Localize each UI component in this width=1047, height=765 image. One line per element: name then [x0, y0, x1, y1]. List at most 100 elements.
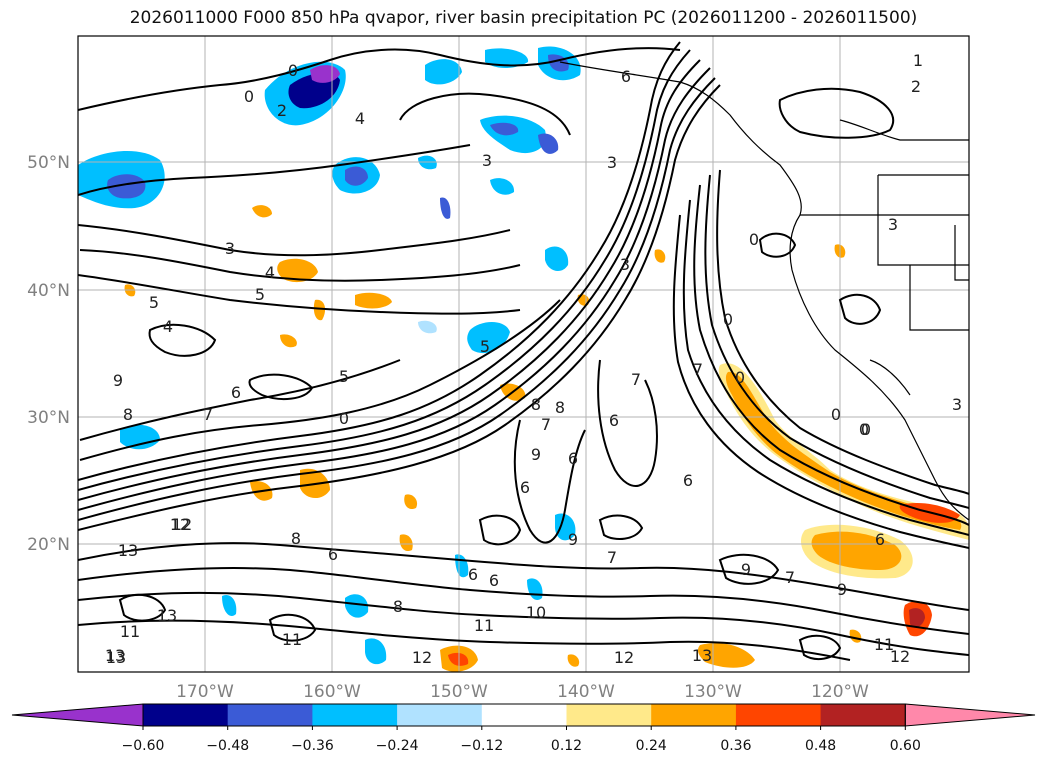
colorbar-tick-label: 0.48	[805, 738, 836, 754]
contour-label: 13	[106, 648, 126, 667]
contour-label: 7	[541, 415, 551, 434]
contour-label: 0	[288, 61, 298, 80]
colorbar-tick-label: −0.60	[122, 738, 165, 754]
contour-label: 6	[468, 565, 478, 584]
colorbar-tick-label: −0.24	[376, 738, 419, 754]
colorbar-segment	[735, 704, 822, 726]
contour-label: 4	[265, 263, 275, 282]
colorbar-segment	[566, 704, 652, 726]
colorbar-tick-label: 0.60	[890, 738, 921, 754]
lat-label: 30°N	[27, 408, 70, 428]
contour-label: 0	[831, 405, 841, 424]
colorbar-tick-label: 0.24	[636, 738, 667, 754]
colorbar-extend-left	[11, 703, 144, 727]
contour-label: 3	[888, 215, 898, 234]
lon-label: 150°W	[430, 682, 488, 702]
contour-label: 8	[123, 405, 133, 424]
lat-label: 40°N	[27, 281, 70, 301]
contour-label: 3	[620, 255, 630, 274]
contour-label: 6	[609, 411, 619, 430]
contour-label: 13	[692, 646, 712, 665]
lon-label: 140°W	[557, 682, 615, 702]
colorbar-segment	[312, 704, 398, 726]
contour-label: 6	[520, 478, 530, 497]
contour-label: 5	[339, 367, 349, 386]
colorbar: −0.60 −0.48 −0.36 −0.24 −0.12 0.12 0.24 0.36 0.4…	[11, 703, 1036, 754]
contour-label: 12	[614, 648, 634, 667]
contour-label: 4	[163, 317, 173, 336]
colorbar-tick-label: −0.36	[291, 738, 334, 754]
map-frame	[77, 35, 970, 673]
contour-label: 9	[568, 530, 578, 549]
contour-label: 2	[277, 101, 287, 120]
contour-label: 7	[607, 548, 617, 567]
latitude-labels: 50°N 40°N 30°N 20°N	[27, 153, 70, 555]
contour-label: 3	[952, 395, 962, 414]
longitude-labels: 170°W 160°W 150°W 140°W 130°W 120°W	[176, 682, 869, 702]
lon-label: 170°W	[176, 682, 234, 702]
contour-label: 0	[339, 409, 349, 428]
colorbar-outline	[142, 703, 906, 727]
contour-label: 9	[531, 445, 541, 464]
colorbar-segment	[397, 704, 483, 726]
contour-label: 3	[607, 153, 617, 172]
colorbar-segment	[227, 704, 313, 726]
colorbar-segment	[651, 704, 737, 726]
contour-label: 10	[526, 603, 546, 622]
contour-label: 11	[474, 616, 494, 635]
contour-label: 12	[412, 648, 432, 667]
qvapor-contours	[78, 41, 969, 661]
contour-label: 12	[170, 515, 190, 534]
colorbar-tick-label: −0.48	[206, 738, 249, 754]
contour-label: 11	[120, 622, 140, 641]
contour-label: 12	[890, 647, 910, 666]
contour-label: 1	[913, 51, 923, 70]
contour-label: 8	[555, 398, 565, 417]
lat-label: 20°N	[27, 535, 70, 555]
contour-label: 6	[875, 530, 885, 549]
contour-label: 6	[231, 383, 241, 402]
colorbar-segment	[481, 704, 567, 726]
colorbar-tick-label: 0.12	[551, 738, 582, 754]
contour-label: 6	[489, 571, 499, 590]
contour-label: 2	[911, 77, 921, 96]
contour-label: 7	[693, 360, 703, 379]
map-title: 2026011000 F000 850 hPa qvapor, river ba…	[129, 8, 918, 28]
contour-label: 0	[859, 420, 869, 439]
contour-label: 7	[631, 370, 641, 389]
contour-label: 7	[203, 405, 213, 424]
contour-label: 6	[683, 471, 693, 490]
contour-label: 8	[393, 597, 403, 616]
contour-label: 12	[172, 515, 192, 534]
contour-label: 11	[282, 630, 302, 649]
colorbar-segment	[143, 704, 229, 726]
contour-label: 8	[291, 529, 301, 548]
contour-label: 13	[118, 541, 138, 560]
colorbar-extend-right	[904, 703, 1036, 727]
contour-label: 13	[105, 646, 125, 665]
contour-label: 6	[328, 545, 338, 564]
contour-label: 0	[735, 368, 745, 387]
contour-label: 3	[482, 151, 492, 170]
lat-label: 50°N	[27, 153, 70, 173]
contour-label: 5	[255, 285, 265, 304]
contour-label: 6	[621, 67, 631, 86]
contour-label: 0	[723, 310, 733, 329]
contour-label: 6	[568, 449, 578, 468]
contour-label: 8	[531, 395, 541, 414]
grid-lines	[78, 36, 969, 672]
contour-label: 4	[355, 109, 365, 128]
colorbar-segment	[820, 704, 906, 726]
contour-label: 7	[785, 568, 795, 587]
contour-label: 5	[149, 293, 159, 312]
contour-label: 5	[480, 337, 490, 356]
contour-label: 9	[741, 560, 751, 579]
colorbar-tick-label: 0.36	[720, 738, 751, 754]
lon-label: 120°W	[811, 682, 869, 702]
colorbar-tick-label: −0.12	[460, 738, 503, 754]
lon-label: 130°W	[684, 682, 742, 702]
shading-layer	[78, 46, 969, 672]
lon-label: 160°W	[303, 682, 361, 702]
contour-label: 0	[244, 87, 254, 106]
